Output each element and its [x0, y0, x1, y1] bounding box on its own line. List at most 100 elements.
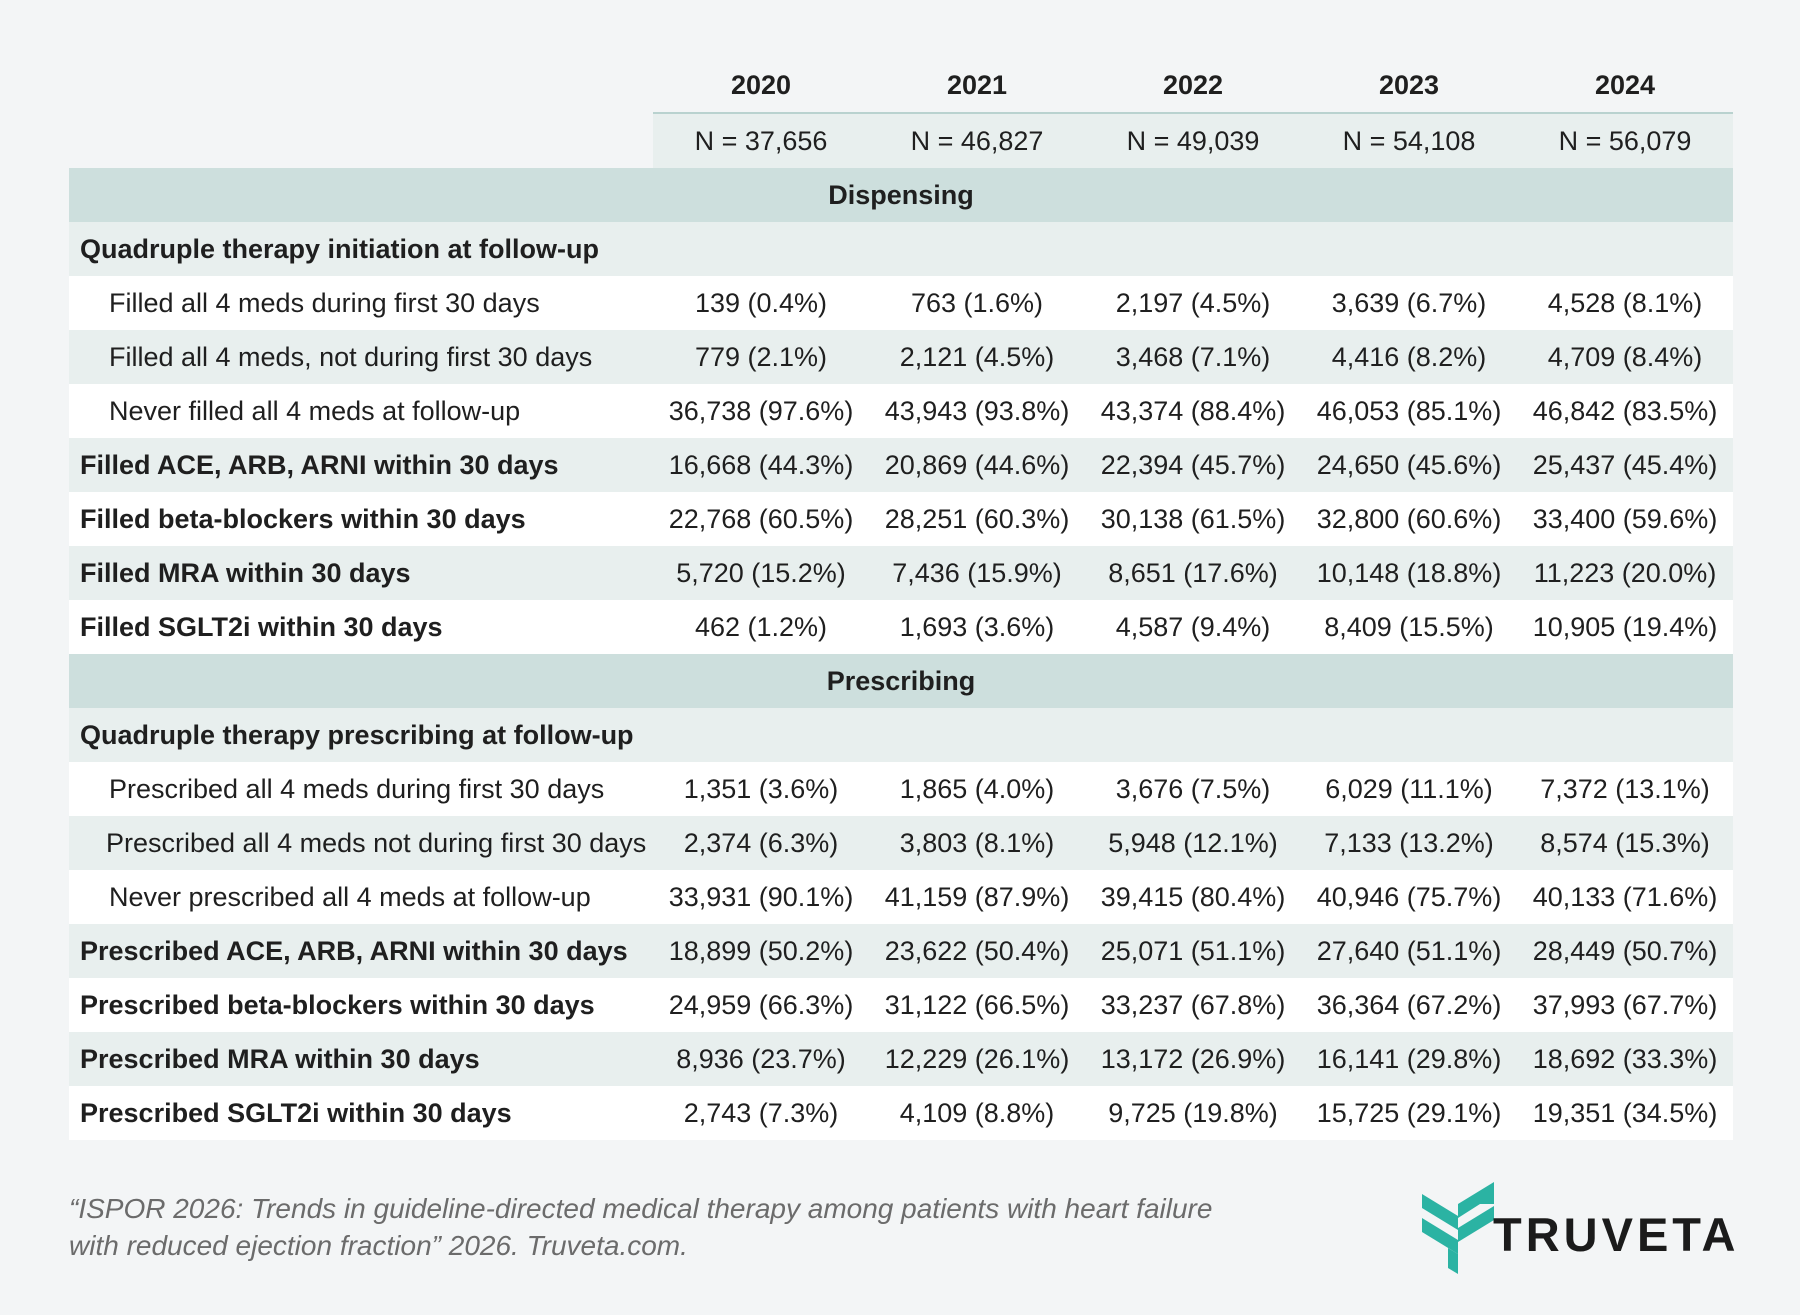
value-cell: 30,138 (61.5%) [1085, 492, 1301, 546]
value-cell: 3,676 (7.5%) [1085, 762, 1301, 816]
row-label: Filled all 4 meds during first 30 days [69, 276, 653, 330]
value-cell [1301, 222, 1517, 276]
table-row: Prescribed beta-blockers within 30 days 2… [69, 978, 1733, 1032]
value-cell: 32,800 (60.6%) [1301, 492, 1517, 546]
table-row: Prescribed all 4 meds during first 30 da… [69, 762, 1733, 816]
value-cell: 23,622 (50.4%) [869, 924, 1085, 978]
subgroup-header-row: Quadruple therapy initiation at follow-u… [69, 222, 1733, 276]
value-cell: 36,364 (67.2%) [1301, 978, 1517, 1032]
sample-size-cell: N = 54,108 [1301, 113, 1517, 168]
logo-wordmark: TRUVETA [1493, 1208, 1740, 1261]
citation-line: “ISPOR 2026: Trends in guideline-directe… [69, 1193, 1213, 1224]
value-cell: 18,899 (50.2%) [653, 924, 869, 978]
value-cell: 9,725 (19.8%) [1085, 1086, 1301, 1140]
value-cell: 8,409 (15.5%) [1301, 600, 1517, 654]
value-cell [653, 222, 869, 276]
value-cell: 28,251 (60.3%) [869, 492, 1085, 546]
value-cell: 4,416 (8.2%) [1301, 330, 1517, 384]
value-cell: 39,415 (80.4%) [1085, 870, 1301, 924]
value-cell: 15,725 (29.1%) [1301, 1086, 1517, 1140]
value-cell: 12,229 (26.1%) [869, 1032, 1085, 1086]
table-row: Prescribed MRA within 30 days 8,936 (23.7… [69, 1032, 1733, 1086]
value-cell: 10,905 (19.4%) [1517, 600, 1733, 654]
table-row: Filled ACE, ARB, ARNI within 30 days 16,6… [69, 438, 1733, 492]
row-label: Quadruple therapy prescribing at follow-… [69, 708, 653, 762]
value-cell: 46,053 (85.1%) [1301, 384, 1517, 438]
sample-size-cell: N = 56,079 [1517, 113, 1733, 168]
value-cell: 25,437 (45.4%) [1517, 438, 1733, 492]
value-cell: 7,133 (13.2%) [1301, 816, 1517, 870]
value-cell: 22,768 (60.5%) [653, 492, 869, 546]
section-header-row: Dispensing [69, 168, 1733, 222]
row-label: Prescribed SGLT2i within 30 days [69, 1086, 653, 1140]
value-cell [1301, 708, 1517, 762]
value-cell: 7,436 (15.9%) [869, 546, 1085, 600]
value-cell: 3,468 (7.1%) [1085, 330, 1301, 384]
value-cell: 2,197 (4.5%) [1085, 276, 1301, 330]
value-cell: 2,121 (4.5%) [869, 330, 1085, 384]
row-label: Never prescribed all 4 meds at follow-up [69, 870, 653, 924]
year-header: 2021 [869, 58, 1085, 114]
sample-size-row: N = 37,656 N = 46,827 N = 49,039 N = 54,… [69, 113, 1733, 168]
value-cell: 8,651 (17.6%) [1085, 546, 1301, 600]
value-cell: 31,122 (66.5%) [869, 978, 1085, 1032]
value-cell: 40,946 (75.7%) [1301, 870, 1517, 924]
row-label: Filled MRA within 30 days [69, 546, 653, 600]
value-cell: 462 (1.2%) [653, 600, 869, 654]
section-header-row: Prescribing [69, 654, 1733, 708]
year-header: 2022 [1085, 58, 1301, 114]
year-header: 2020 [653, 58, 869, 114]
value-cell: 139 (0.4%) [653, 276, 869, 330]
value-cell: 1,351 (3.6%) [653, 762, 869, 816]
row-label: Quadruple therapy initiation at follow-u… [69, 222, 653, 276]
value-cell: 20,869 (44.6%) [869, 438, 1085, 492]
value-cell: 3,639 (6.7%) [1301, 276, 1517, 330]
row-label: Prescribed MRA within 30 days [69, 1032, 653, 1086]
table-row: Filled MRA within 30 days 5,720 (15.2%) 7,… [69, 546, 1733, 600]
value-cell: 18,692 (33.3%) [1517, 1032, 1733, 1086]
value-cell: 3,803 (8.1%) [869, 816, 1085, 870]
value-cell: 43,374 (88.4%) [1085, 384, 1301, 438]
row-label: Filled ACE, ARB, ARNI within 30 days [69, 438, 653, 492]
year-header: 2023 [1301, 58, 1517, 114]
table-row: Prescribed SGLT2i within 30 days 2,743 (7… [69, 1086, 1733, 1140]
value-cell [653, 708, 869, 762]
value-cell: 8,936 (23.7%) [653, 1032, 869, 1086]
sample-size-cell: N = 37,656 [653, 113, 869, 168]
value-cell: 8,574 (15.3%) [1517, 816, 1733, 870]
value-cell: 4,709 (8.4%) [1517, 330, 1733, 384]
value-cell: 10,148 (18.8%) [1301, 546, 1517, 600]
value-cell [1085, 222, 1301, 276]
data-table-container: 2020 2021 2022 2023 2024 N = 37,656 N = … [69, 58, 1733, 1140]
value-cell [869, 222, 1085, 276]
value-cell: 37,993 (67.7%) [1517, 978, 1733, 1032]
value-cell: 1,693 (3.6%) [869, 600, 1085, 654]
section-title: Dispensing [69, 168, 1733, 222]
row-label: Filled SGLT2i within 30 days [69, 600, 653, 654]
sample-size-cell: N = 49,039 [1085, 113, 1301, 168]
table-row: Never filled all 4 meds at follow-up 36,7… [69, 384, 1733, 438]
table-body: Dispensing Quadruple therapy initiation a… [69, 168, 1733, 1140]
row-label: Prescribed all 4 meds during first 30 da… [69, 762, 653, 816]
row-label: Never filled all 4 meds at follow-up [69, 384, 653, 438]
subgroup-header-row: Quadruple therapy prescribing at follow-… [69, 708, 1733, 762]
value-cell: 40,133 (71.6%) [1517, 870, 1733, 924]
truveta-logo-icon [1422, 1182, 1494, 1274]
year-header-row: 2020 2021 2022 2023 2024 [69, 58, 1733, 114]
table-row: Prescribed ACE, ARB, ARNI within 30 days… [69, 924, 1733, 978]
value-cell: 1,865 (4.0%) [869, 762, 1085, 816]
value-cell: 33,400 (59.6%) [1517, 492, 1733, 546]
value-cell: 33,237 (67.8%) [1085, 978, 1301, 1032]
corner-cell [69, 113, 653, 168]
row-label: Prescribed all 4 meds not during first 3… [69, 816, 653, 870]
value-cell: 36,738 (97.6%) [653, 384, 869, 438]
value-cell: 46,842 (83.5%) [1517, 384, 1733, 438]
table-row: Filled beta-blockers within 30 days 22,76… [69, 492, 1733, 546]
value-cell: 11,223 (20.0%) [1517, 546, 1733, 600]
table-row: Filled all 4 meds during first 30 days 13… [69, 276, 1733, 330]
value-cell: 16,141 (29.8%) [1301, 1032, 1517, 1086]
table-row: Filled SGLT2i within 30 days 462 (1.2%) 1,… [69, 600, 1733, 654]
value-cell: 22,394 (45.7%) [1085, 438, 1301, 492]
value-cell: 4,528 (8.1%) [1517, 276, 1733, 330]
row-label: Filled beta-blockers within 30 days [69, 492, 653, 546]
